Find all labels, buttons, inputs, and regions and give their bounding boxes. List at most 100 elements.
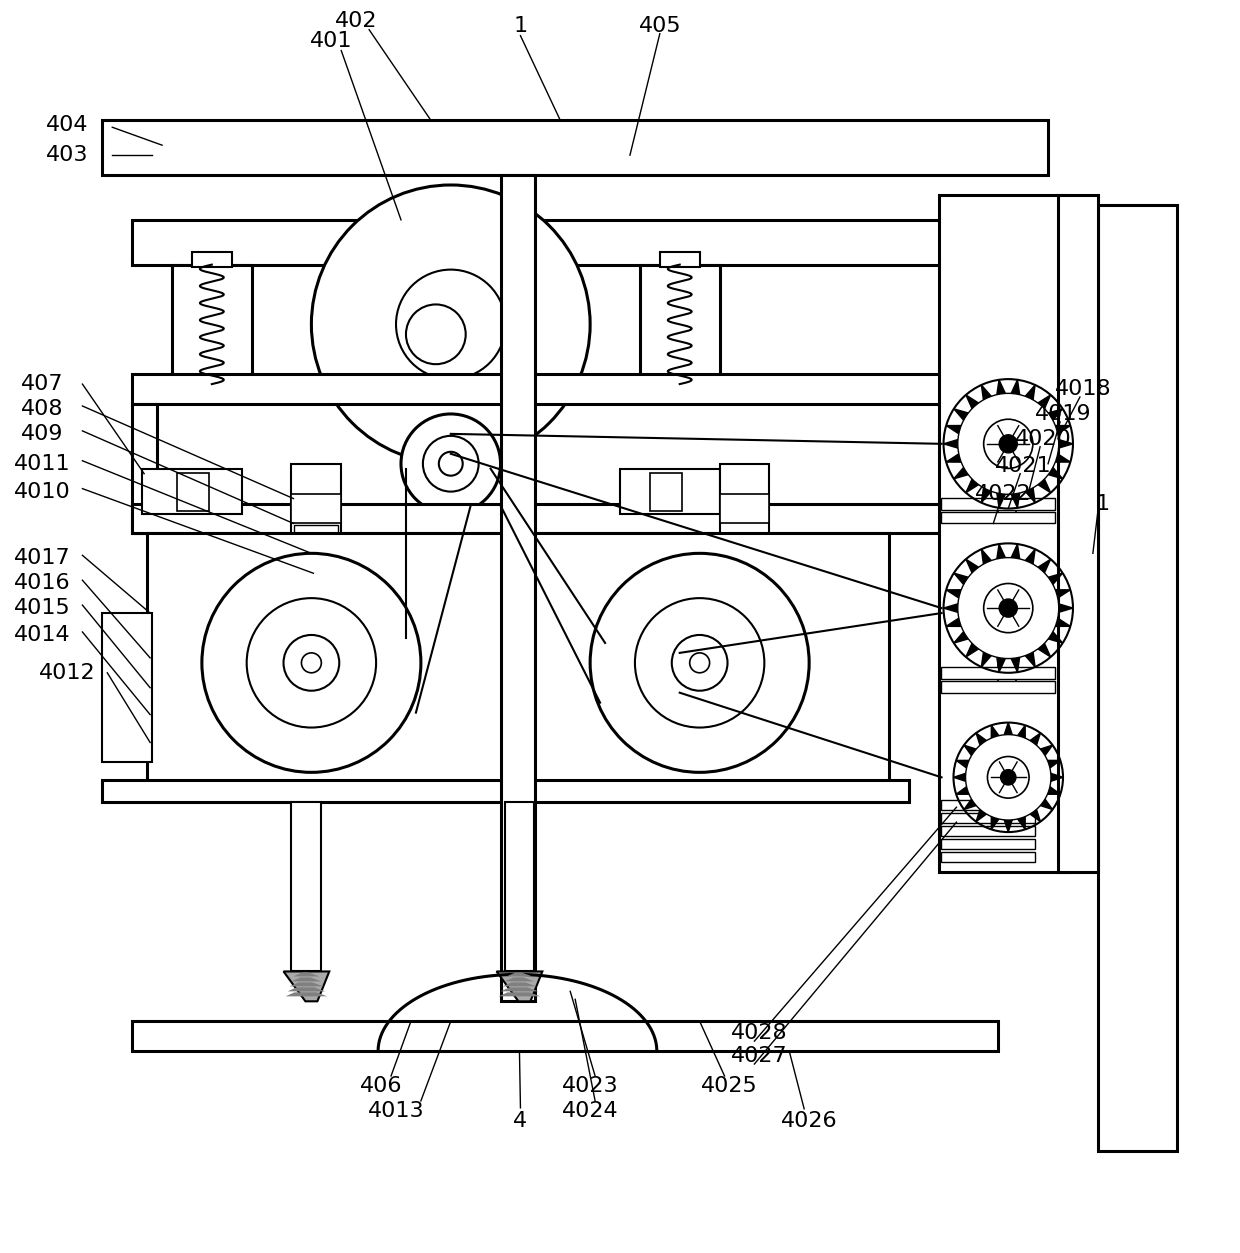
Polygon shape xyxy=(1038,479,1050,492)
Bar xyxy=(719,464,769,554)
Polygon shape xyxy=(498,992,541,996)
Polygon shape xyxy=(1025,652,1035,667)
Bar xyxy=(719,494,769,524)
Bar xyxy=(148,534,506,792)
Polygon shape xyxy=(1048,573,1063,585)
Circle shape xyxy=(405,304,466,365)
Bar xyxy=(133,219,998,264)
Text: 405: 405 xyxy=(639,16,681,35)
Text: 408: 408 xyxy=(21,398,63,419)
Bar xyxy=(505,802,534,971)
Polygon shape xyxy=(956,787,968,794)
Polygon shape xyxy=(1040,799,1053,809)
Polygon shape xyxy=(1055,454,1070,462)
Text: 4010: 4010 xyxy=(14,481,71,501)
Text: 403: 403 xyxy=(46,145,89,165)
Circle shape xyxy=(590,554,810,772)
Polygon shape xyxy=(505,977,534,981)
Polygon shape xyxy=(1055,618,1070,626)
Polygon shape xyxy=(284,971,330,1001)
Bar xyxy=(650,472,682,510)
Polygon shape xyxy=(946,618,961,626)
Text: 4019: 4019 xyxy=(1034,403,1091,424)
Bar xyxy=(291,494,341,524)
Bar xyxy=(133,1021,998,1051)
Circle shape xyxy=(999,599,1017,618)
Polygon shape xyxy=(291,977,321,981)
Polygon shape xyxy=(288,987,325,991)
Circle shape xyxy=(301,653,321,673)
Polygon shape xyxy=(496,971,542,1001)
Polygon shape xyxy=(285,992,327,996)
Bar xyxy=(291,802,321,971)
Circle shape xyxy=(423,436,479,491)
Polygon shape xyxy=(1025,385,1035,400)
Polygon shape xyxy=(997,380,1006,395)
Bar xyxy=(941,667,1055,679)
Polygon shape xyxy=(997,658,1006,672)
Circle shape xyxy=(311,185,590,464)
Polygon shape xyxy=(502,982,537,986)
Circle shape xyxy=(957,393,1059,494)
Polygon shape xyxy=(1038,559,1050,573)
Polygon shape xyxy=(997,544,1006,559)
Text: 4021: 4021 xyxy=(994,456,1052,476)
Bar xyxy=(640,264,719,393)
Bar xyxy=(620,469,719,514)
Circle shape xyxy=(999,435,1017,452)
Bar xyxy=(531,534,889,792)
Text: 409: 409 xyxy=(21,424,63,444)
Circle shape xyxy=(983,584,1033,633)
Text: 4: 4 xyxy=(513,1110,527,1130)
Text: 4013: 4013 xyxy=(368,1101,424,1121)
Text: 4023: 4023 xyxy=(562,1076,619,1096)
Bar xyxy=(133,403,157,534)
Polygon shape xyxy=(963,799,976,809)
Polygon shape xyxy=(1048,787,1060,794)
Polygon shape xyxy=(944,440,959,449)
Circle shape xyxy=(987,757,1029,798)
Polygon shape xyxy=(954,773,966,782)
Polygon shape xyxy=(1004,819,1012,832)
Polygon shape xyxy=(966,479,978,492)
Polygon shape xyxy=(976,733,987,746)
Polygon shape xyxy=(501,987,538,991)
Bar xyxy=(103,613,153,762)
Polygon shape xyxy=(1011,380,1019,395)
Polygon shape xyxy=(991,725,999,738)
Polygon shape xyxy=(1048,761,1060,768)
Bar xyxy=(941,801,1035,811)
Text: 4015: 4015 xyxy=(14,598,71,618)
Polygon shape xyxy=(1048,632,1063,643)
Polygon shape xyxy=(963,746,976,756)
Polygon shape xyxy=(1018,725,1025,738)
Circle shape xyxy=(439,452,463,476)
Circle shape xyxy=(957,558,1059,659)
Circle shape xyxy=(396,269,506,380)
Bar xyxy=(1097,205,1178,1150)
Polygon shape xyxy=(946,454,961,462)
Polygon shape xyxy=(966,643,978,657)
Bar xyxy=(133,375,998,403)
Polygon shape xyxy=(506,972,532,976)
Polygon shape xyxy=(1018,817,1025,829)
Bar xyxy=(941,826,1035,836)
Polygon shape xyxy=(1059,604,1073,613)
Polygon shape xyxy=(981,385,991,400)
Polygon shape xyxy=(1030,733,1040,746)
Text: 4014: 4014 xyxy=(15,625,71,645)
Bar xyxy=(133,504,998,534)
Polygon shape xyxy=(1025,487,1035,502)
Bar xyxy=(1058,444,1097,474)
Polygon shape xyxy=(956,761,968,768)
Text: 4018: 4018 xyxy=(1054,380,1111,398)
Text: 404: 404 xyxy=(46,115,89,135)
Bar xyxy=(501,175,536,1001)
Bar xyxy=(941,511,1055,524)
Bar xyxy=(959,403,983,534)
Bar xyxy=(291,464,341,554)
Circle shape xyxy=(202,554,420,772)
Polygon shape xyxy=(1055,426,1070,434)
Polygon shape xyxy=(954,467,968,479)
Circle shape xyxy=(1001,769,1016,784)
